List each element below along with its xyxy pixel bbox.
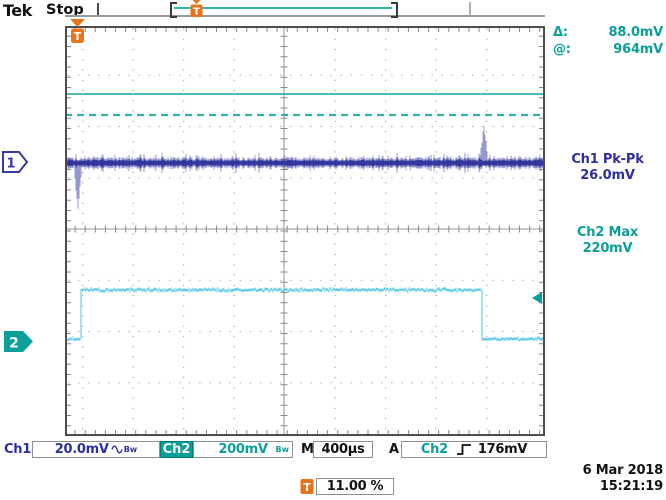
trigger-source: Ch2 [420,442,448,457]
trigger-level-value: 176mV [477,442,528,457]
svg-text:T: T [303,481,311,494]
record-start-tick [97,3,99,15]
timebase-label: M [301,442,314,457]
record-end-tick [469,2,471,15]
horizontal-trigger-icon: T [300,479,314,494]
cursor-delta-readout: Δ: 88.0mV [553,25,663,40]
graticule-display [65,26,545,436]
horizontal-position-value: 11.00 % [326,479,384,494]
measurement-ch2-value: 220mV [582,241,633,256]
ch1-scale-value: 20.0mV [54,442,109,457]
ch2-scale-box[interactable]: 200mV Bw [193,441,293,458]
svg-text:2: 2 [9,336,19,352]
measurement-ch1-pkpk: Ch1 Pk-Pk 26.0mV [549,152,666,184]
cursor-at-value: 964mV [613,42,663,57]
trigger-position-marker-icon[interactable]: T [69,19,86,47]
measurement-ch1-value: 26.0mV [580,168,635,183]
horizontal-position-box[interactable]: 11.00 % [316,478,394,495]
cursor-lines [65,93,545,117]
ch2-scale-value: 200mV [218,442,268,457]
cursor-delta-value: 88.0mV [608,25,664,40]
window-right-bracket-icon [391,2,398,18]
ch2-trace [65,286,545,342]
ch1-bandwidth-limit-icon: Bw [123,445,138,454]
record-window-line [174,7,392,9]
measurement-ch1-source: Ch1 Pk-Pk [571,152,644,167]
trigger-mode-label: A [389,442,399,457]
cursor-at-readout: @: 964mV [553,42,663,57]
date-value: 6 Mar 2018 [582,463,664,478]
ch1-label: Ch1 [4,442,31,457]
tek-logo: Tek [3,1,32,20]
measurement-ch2-source: Ch2 Max [576,225,639,240]
datetime-readout: 6 Mar 2018 15:21:19 [582,463,664,494]
graticule-border [65,26,545,436]
ch1-trace [65,126,545,209]
trigger-level-arrow [532,292,542,304]
cursor-delta-label: Δ: [553,25,568,40]
coupling-wave-icon [111,445,123,454]
timebase-box[interactable]: 400µs [313,441,373,458]
ch1-scale-box[interactable]: 20.0mV Bw [32,441,160,458]
ch2-reference-marker[interactable]: 2 [3,330,35,353]
ch2-label-badge[interactable]: Ch2 [160,441,193,458]
acquisition-status: Stop [46,2,84,18]
record-view-baseline [65,15,545,17]
svg-text:1: 1 [6,157,15,172]
grid [65,26,545,436]
window-left-bracket-icon [170,2,177,18]
ch2-label: Ch2 [162,442,191,457]
cursor-at-label: @: [553,42,571,57]
measurement-ch2-max: Ch2 Max 220mV [549,225,666,257]
ch2-bandwidth-limit-icon: Bw [275,445,290,454]
ch1-reference-marker[interactable]: 1 [2,151,29,173]
trigger-status-box[interactable]: Ch2 176mV [401,441,547,458]
time-value: 15:21:19 [599,478,663,494]
svg-text:T: T [193,7,200,18]
rising-edge-icon [456,444,471,455]
trigger-position-bar-icon[interactable]: T [190,0,203,18]
timebase-value: 400µs [321,442,365,457]
svg-text:T: T [74,30,82,43]
